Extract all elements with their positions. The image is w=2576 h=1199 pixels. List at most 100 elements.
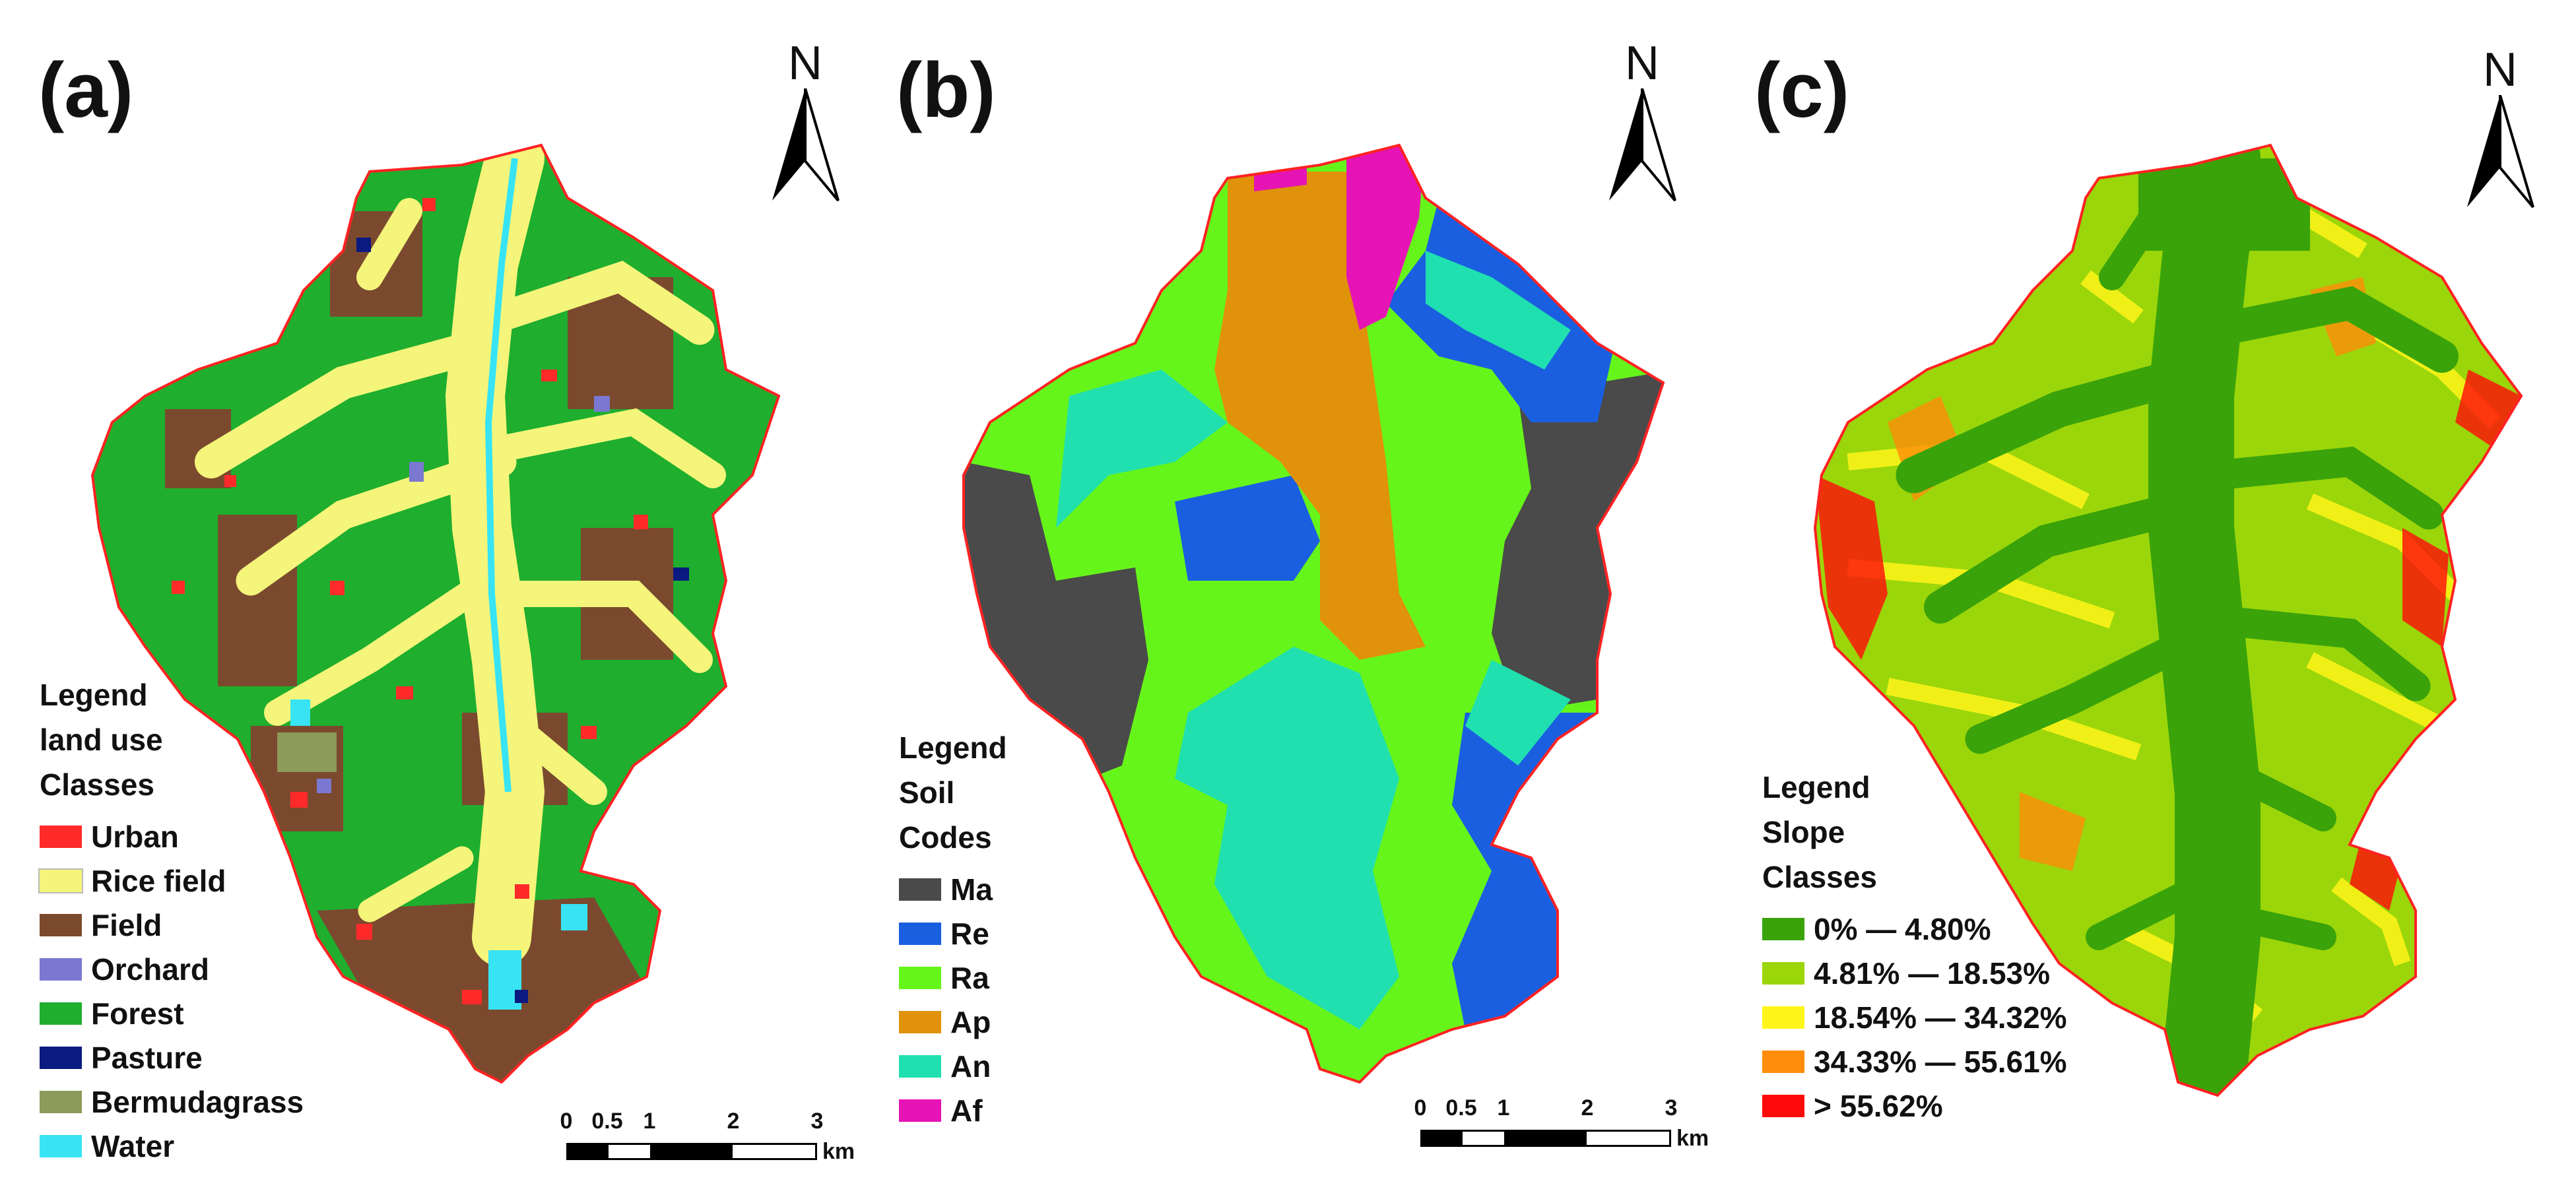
panel-slope: (c) — [1716, 0, 2576, 1199]
legend-label: Urban — [91, 819, 179, 854]
scale-tick: 0 — [1414, 1095, 1427, 1120]
legend-classes-title: Classes — [1762, 860, 1877, 894]
scale-tick: 2 — [727, 1109, 740, 1134]
legend-label: Pasture — [91, 1040, 203, 1075]
legend-classes-title: Classes — [40, 767, 154, 802]
legend-subtitle: Slope — [1762, 815, 1845, 849]
legend-swatch — [40, 1090, 82, 1113]
soil-map — [962, 143, 1665, 1084]
legend-item-an: An — [899, 1044, 1007, 1088]
legend-label: Forest — [91, 996, 184, 1031]
north-arrow-icon — [772, 88, 840, 202]
legend-item-ma: Ma — [899, 867, 1007, 911]
legend-title: Legend — [1762, 770, 1870, 804]
legend-item-water: Water — [40, 1124, 304, 1168]
legend-item-urban: Urban — [40, 814, 304, 859]
scale-tick: 0 — [560, 1109, 573, 1134]
legend-subtitle: Soil — [899, 775, 955, 810]
north-arrow-icon — [2467, 95, 2534, 209]
legend-swatch — [40, 825, 82, 848]
legend-item-slope-1: 0% — 4.80% — [1762, 907, 2067, 951]
legend-swatch — [40, 1002, 82, 1025]
legend-item-af: Af — [899, 1088, 1007, 1132]
legend-label: Re — [950, 916, 989, 951]
scale-bar: 0 0.5 1 2 3 km — [1414, 1095, 1709, 1155]
legend-label: Orchard — [91, 952, 209, 987]
legend-swatch — [1762, 1006, 1804, 1029]
scale-tick: 0.5 — [591, 1109, 623, 1134]
legend-swatch — [40, 1134, 82, 1157]
legend-swatch — [899, 1010, 941, 1033]
legend-item-orchard: Orchard — [40, 947, 304, 991]
legend-swatch — [1762, 961, 1804, 985]
scale-tick: 0.5 — [1445, 1095, 1477, 1120]
legend-swatch — [40, 1046, 82, 1069]
legend-item-slope-5: > 55.62% — [1762, 1084, 2067, 1128]
scale-unit: km — [1676, 1126, 1709, 1151]
legend-label: Bermudagrass — [91, 1084, 304, 1119]
legend-swatch — [38, 868, 83, 893]
land-use-map — [90, 143, 781, 1084]
scale-tick: 1 — [1497, 1095, 1510, 1120]
legend-swatch — [899, 1054, 941, 1078]
scale-bar-graphic — [566, 1143, 817, 1160]
legend-label: 34.33% — 55.61% — [1814, 1044, 2067, 1079]
legend-swatch — [40, 913, 82, 936]
legend-item-rice-field: Rice field — [38, 859, 304, 903]
legend-item-bermudagrass: Bermudagrass — [40, 1080, 304, 1124]
legend-label: Af — [950, 1093, 983, 1128]
legend-swatch — [1762, 1094, 1804, 1117]
legend-swatch — [899, 878, 941, 901]
panel-label: (a) — [38, 47, 134, 134]
scale-ticks: 0 0.5 1 2 3 — [560, 1109, 843, 1138]
scale-tick: 3 — [810, 1109, 824, 1134]
legend-title: Legend — [40, 678, 148, 712]
legend-codes-title: Codes — [899, 820, 992, 855]
legend-label: > 55.62% — [1814, 1088, 1943, 1123]
scale-unit: km — [822, 1139, 855, 1164]
legend-label: Water — [91, 1128, 175, 1163]
panel-land-use: (a) — [0, 0, 858, 1199]
legend-label: Ap — [950, 1004, 991, 1039]
legend-label: Ra — [950, 960, 989, 995]
panel-label: (c) — [1754, 47, 1850, 134]
legend-soil: Legend Soil Codes Ma Re Ra Ap An Af — [899, 732, 1007, 1132]
legend-label: Ma — [950, 872, 993, 907]
legend-item-slope-4: 34.33% — 55.61% — [1762, 1039, 2067, 1084]
legend-title: Legend — [899, 730, 1007, 765]
legend-label: 0% — 4.80% — [1814, 911, 1991, 946]
scale-bar-graphic — [1420, 1130, 1671, 1147]
legend-item-forest: Forest — [40, 991, 304, 1035]
legend-swatch — [1762, 917, 1804, 940]
north-arrow-icon — [1609, 88, 1676, 202]
legend-swatch — [899, 1099, 941, 1122]
legend-land-use: Legend land use Classes Urban Rice field… — [38, 678, 304, 1168]
legend-swatch — [1762, 1050, 1804, 1073]
scale-bar: 0 0.5 1 2 3 km — [560, 1109, 855, 1168]
north-label: N — [2483, 44, 2517, 96]
north-label: N — [1625, 37, 1659, 90]
north-label: N — [788, 37, 822, 90]
scale-ticks: 0 0.5 1 2 3 — [1414, 1095, 1698, 1124]
scale-tick: 2 — [1581, 1095, 1594, 1120]
legend-slope: Legend Slope Classes 0% — 4.80% 4.81% — … — [1762, 772, 2067, 1128]
north-arrow: N — [2460, 46, 2540, 218]
legend-item-re: Re — [899, 911, 1007, 956]
legend-swatch — [899, 922, 941, 945]
slope-map — [1813, 143, 2523, 1097]
legend-label: 4.81% — 18.53% — [1814, 956, 2051, 990]
legend-item-field: Field — [40, 903, 304, 947]
panel-label: (b) — [896, 47, 996, 134]
legend-subtitle: land use — [40, 723, 163, 757]
legend-item-slope-3: 18.54% — 34.32% — [1762, 995, 2067, 1039]
legend-item-ra: Ra — [899, 956, 1007, 1000]
legend-label: 18.54% — 34.32% — [1814, 1000, 2067, 1035]
scale-tick: 3 — [1665, 1095, 1678, 1120]
legend-item-slope-2: 4.81% — 18.53% — [1762, 951, 2067, 995]
legend-swatch — [899, 966, 941, 989]
legend-swatch — [40, 957, 82, 981]
legend-label: An — [950, 1049, 991, 1084]
scale-tick: 1 — [643, 1109, 656, 1134]
legend-label: Field — [91, 907, 162, 942]
north-arrow: N — [766, 40, 845, 211]
